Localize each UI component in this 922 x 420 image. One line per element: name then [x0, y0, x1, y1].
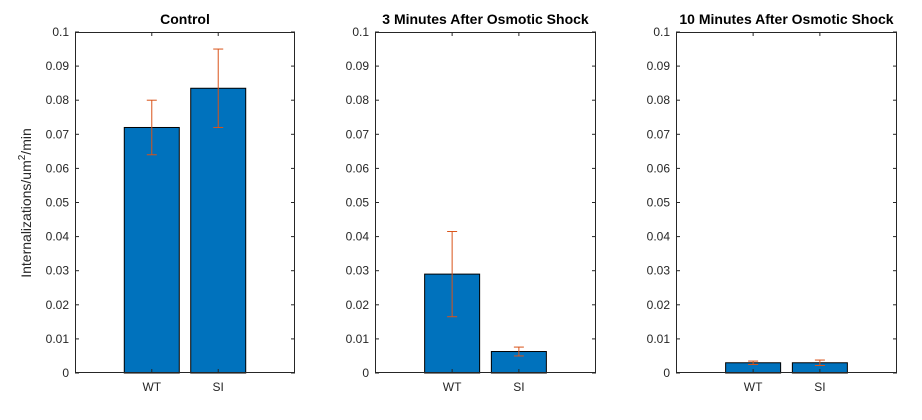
y-tick-label: 0.1 — [653, 25, 670, 39]
x-tick-label-wt: WT — [443, 380, 462, 394]
error-bar-wt — [146, 99, 157, 156]
y-tick-label: 0.09 — [46, 59, 70, 73]
subplot-panels: 0 0.01 0.02 0.03 0.04 0.05 0.06 0.07 0.08 0.09 0.1… — [46, 11, 897, 394]
y-axis-label: Internalizations/um2/min — [17, 128, 34, 278]
y-tick-label: 0.03 — [647, 264, 671, 278]
y-tick-label: 0.01 — [46, 332, 70, 346]
y-tick-label: 0.04 — [647, 230, 671, 244]
error-bar-si — [513, 346, 524, 357]
subplot-title: 3 Minutes After Osmotic Shock — [382, 11, 589, 27]
subplot-3: 0 0.01 0.02 0.03 0.04 0.05 0.06 0.07 0.08 0.09 0.1… — [647, 11, 897, 394]
subplot-title: 10 Minutes After Osmotic Shock — [679, 11, 893, 27]
y-tick-label: 0.06 — [46, 161, 70, 175]
subplot-1: 0 0.01 0.02 0.03 0.04 0.05 0.06 0.07 0.08 0.09 0.1… — [46, 11, 295, 394]
y-tick-label: 0.06 — [346, 161, 370, 175]
y-axis-label-tail: /min — [18, 128, 34, 154]
y-tick-label: 0.04 — [346, 230, 370, 244]
y-tick-label: 0.1 — [352, 25, 369, 39]
y-tick-label: 0.09 — [346, 59, 370, 73]
y-tick-label: 0.08 — [346, 93, 370, 107]
x-tick-label-si: SI — [513, 380, 524, 394]
y-tick-label: 0.09 — [647, 59, 671, 73]
error-bar-wt — [447, 230, 458, 318]
subplot-2: 0 0.01 0.02 0.03 0.04 0.05 0.06 0.07 0.08 0.09 0.1… — [346, 11, 596, 394]
x-tick-label-wt: WT — [744, 380, 763, 394]
y-tick-label: 0.06 — [647, 161, 671, 175]
plot-area — [375, 32, 596, 373]
x-tick-label-si: SI — [814, 380, 825, 394]
y-tick-label: 0 — [362, 366, 369, 380]
y-tick-label: 0.05 — [647, 196, 671, 210]
y-tick-label: 0.04 — [46, 230, 70, 244]
y-tick-label: 0.1 — [52, 25, 69, 39]
x-tick-label-si: SI — [213, 380, 224, 394]
y-axis-label-main: Internalizations/um — [18, 160, 34, 278]
y-tick-label: 0.07 — [346, 127, 370, 141]
error-bar-si — [213, 48, 224, 128]
y-tick-label: 0.05 — [346, 196, 370, 210]
y-tick-label: 0.08 — [46, 93, 70, 107]
subplot-title: Control — [160, 11, 210, 27]
y-tick-label: 0.03 — [46, 264, 70, 278]
y-tick-label: 0.02 — [46, 298, 70, 312]
y-tick-label: 0.03 — [346, 264, 370, 278]
y-axis-label-superscript: 2 — [17, 154, 28, 160]
plot-area — [676, 32, 897, 373]
y-tick-label: 0 — [663, 366, 670, 380]
y-tick-label: 0.02 — [346, 298, 370, 312]
bar-si — [190, 87, 247, 374]
y-tick-label: 0.07 — [647, 127, 671, 141]
y-tick-label: 0.08 — [647, 93, 671, 107]
y-tick-label: 0.05 — [46, 196, 70, 210]
error-bar-wt — [748, 360, 759, 365]
x-tick-label-wt: WT — [142, 380, 161, 394]
plot-area — [75, 32, 295, 373]
bar-wt — [123, 126, 180, 374]
y-tick-label: 0 — [62, 366, 69, 380]
y-tick-label: 0.01 — [346, 332, 370, 346]
y-tick-label: 0.02 — [647, 298, 671, 312]
y-tick-label: 0.01 — [647, 332, 671, 346]
y-tick-label: 0.07 — [46, 127, 70, 141]
error-bar-si — [814, 359, 825, 366]
